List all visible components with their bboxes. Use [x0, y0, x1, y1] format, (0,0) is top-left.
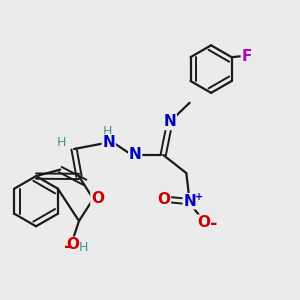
Text: O: O — [158, 192, 170, 207]
Text: H: H — [57, 136, 66, 149]
Text: N: N — [183, 194, 196, 209]
Text: -: - — [64, 238, 71, 256]
Text: F: F — [242, 49, 252, 64]
Text: O: O — [67, 237, 80, 252]
Text: -: - — [210, 215, 217, 233]
Text: H: H — [78, 241, 88, 254]
Text: N: N — [129, 148, 142, 163]
Text: H: H — [102, 125, 112, 138]
Text: O: O — [197, 215, 210, 230]
Text: N: N — [102, 135, 115, 150]
Text: O: O — [91, 191, 104, 206]
Text: +: + — [195, 192, 203, 202]
Text: N: N — [164, 114, 176, 129]
